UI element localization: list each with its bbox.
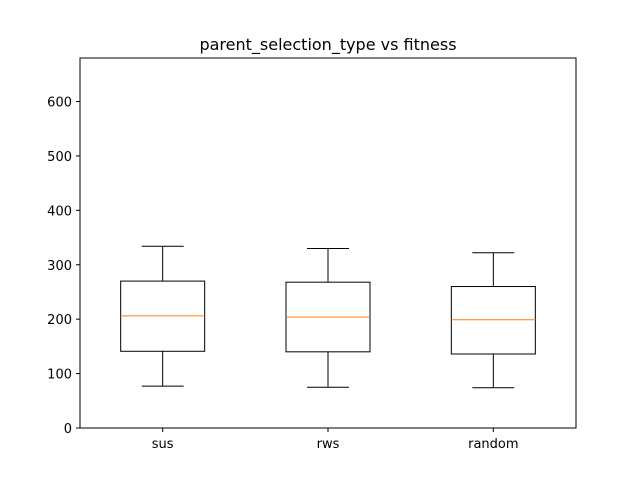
y-tick-label: 500 (47, 150, 72, 165)
box-group-random (450, 252, 536, 389)
plot-area (120, 245, 536, 389)
y-tick-label: 0 (64, 422, 72, 437)
y-tick-label: 100 (47, 368, 72, 383)
x-tick-label: rws (317, 437, 340, 452)
x-axis: sus rws random (152, 428, 519, 452)
y-tick-label: 600 (47, 96, 72, 111)
y-tick-label: 300 (47, 259, 72, 274)
box-group-rws (285, 247, 371, 388)
x-tick-label: random (468, 437, 518, 452)
box-iqr (450, 286, 536, 355)
box-group-sus (120, 245, 206, 387)
y-axis: 0 100 200 300 400 500 600 (47, 96, 80, 437)
x-tick-label: sus (152, 437, 174, 452)
y-tick-label: 400 (47, 204, 72, 219)
chart-title: parent_selection_type vs fitness (199, 35, 456, 55)
y-tick-label: 200 (47, 313, 72, 328)
